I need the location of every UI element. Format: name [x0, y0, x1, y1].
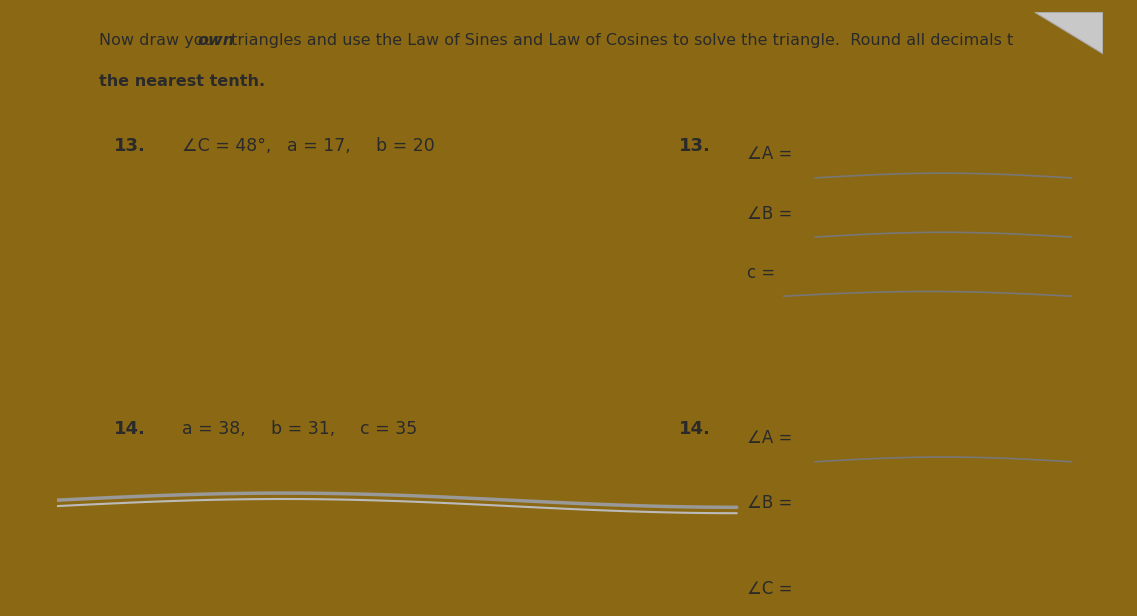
Text: a = 38,: a = 38,	[182, 420, 246, 439]
Text: triangles and use the Law of Sines and Law of Cosines to solve the triangle.  Ro: triangles and use the Law of Sines and L…	[226, 33, 1013, 48]
Text: c =: c =	[747, 264, 775, 282]
Text: ∠C =: ∠C =	[747, 580, 792, 598]
Text: ∠B =: ∠B =	[747, 205, 792, 222]
Text: a = 17,: a = 17,	[287, 137, 350, 155]
Text: 13.: 13.	[679, 137, 711, 155]
Text: ∠B =: ∠B =	[747, 494, 792, 513]
Text: b = 20: b = 20	[376, 137, 434, 155]
Text: c = 35: c = 35	[360, 420, 417, 439]
Text: own: own	[197, 33, 234, 48]
Text: ∠A =: ∠A =	[747, 429, 792, 447]
Text: ∠A =: ∠A =	[747, 145, 792, 163]
Polygon shape	[1035, 12, 1103, 54]
Text: Now draw your: Now draw your	[99, 33, 225, 48]
Text: 14.: 14.	[679, 420, 711, 439]
Text: 14.: 14.	[115, 420, 147, 439]
Text: ∠C = 48°,: ∠C = 48°,	[182, 137, 272, 155]
Text: b = 31,: b = 31,	[272, 420, 335, 439]
Text: 13.: 13.	[115, 137, 147, 155]
Text: the nearest tenth.: the nearest tenth.	[99, 75, 265, 89]
